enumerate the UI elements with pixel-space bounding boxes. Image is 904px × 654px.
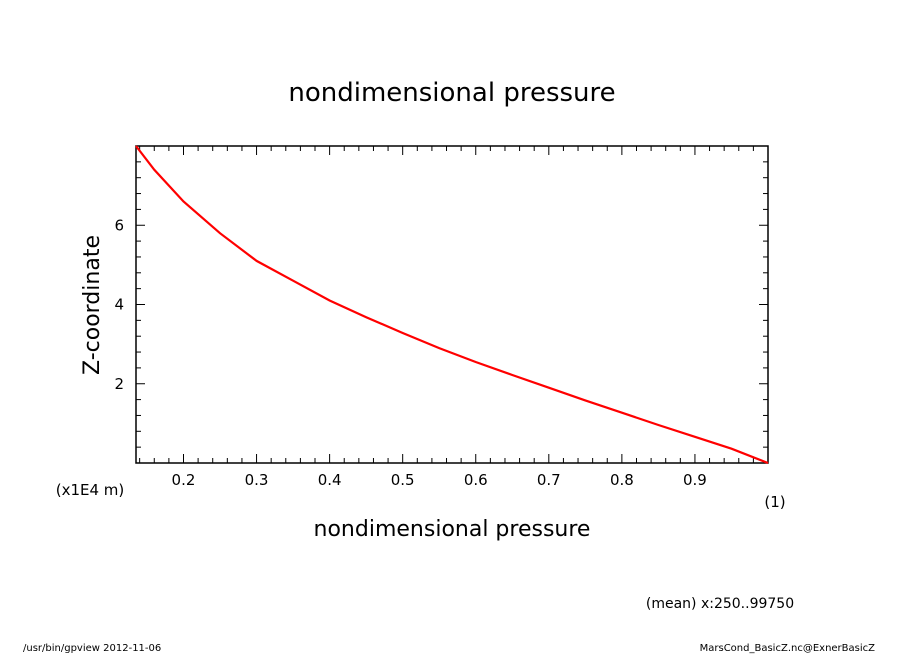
y-tick-label: 4 [114,296,124,314]
y-unit-label: (x1E4 m) [56,481,125,499]
mean-note: (mean) x:250..99750 [646,596,794,612]
y-tick-labels: 2 4 6 [114,216,124,393]
x-tick-label: 0.2 [172,471,196,489]
axis-ticks [136,145,769,463]
series-line [135,145,769,465]
plot-frame [135,145,769,464]
x-tick-labels: 0.2 0.3 0.4 0.5 0.6 0.7 0.8 0.9 [172,471,707,489]
y-tick-label: 6 [114,216,124,234]
x-tick-label: 0.4 [318,471,342,489]
x-axis-title: nondimensional pressure [314,517,591,542]
x-tick-label: 0.7 [537,471,561,489]
x-tick-label: 0.5 [391,471,415,489]
x-unit-label: (1) [764,493,785,511]
x-tick-label: 0.9 [683,471,707,489]
x-tick-label: 0.6 [464,471,488,489]
x-tick-label: 0.8 [610,471,634,489]
x-tick-label: 0.3 [245,471,269,489]
chart-title: nondimensional pressure [288,78,615,108]
plot-border [135,145,769,464]
source-file-note: MarsCond_BasicZ.nc@ExnerBasicZ [700,643,876,654]
program-note: /usr/bin/gpview 2012-11-06 [23,643,161,654]
y-axis-title: Z-coordinate [80,235,105,375]
y-tick-label: 2 [114,375,124,393]
